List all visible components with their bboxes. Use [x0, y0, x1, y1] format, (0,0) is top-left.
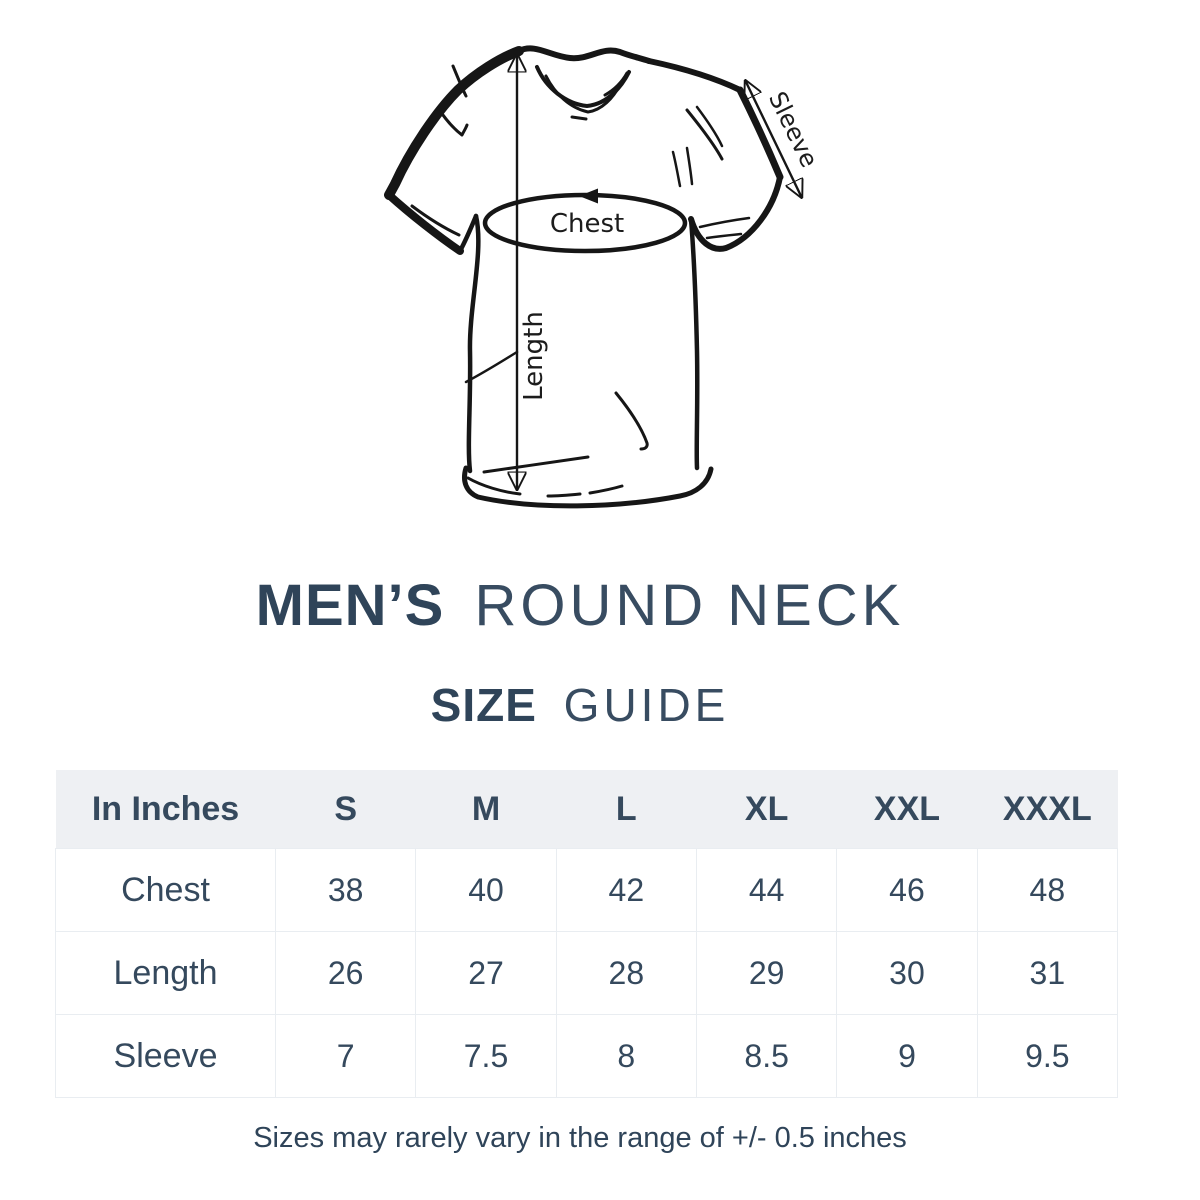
size-table-body: Chest 38 40 42 44 46 48 Length 26 27 28 …: [55, 848, 1119, 1098]
col-header-unit: In Inches: [55, 770, 276, 849]
row-label-length: Length: [55, 931, 276, 1015]
col-header-s: S: [275, 770, 416, 849]
tshirt-diagram: Length Chest Sleeve: [384, 45, 823, 509]
size-table: In Inches S M L XL XXL XXXL Chest 38 40 …: [55, 770, 1119, 1098]
size-cell: 7.5: [415, 1014, 557, 1098]
size-cell: 8: [555, 1014, 697, 1098]
page-subtitle: SIZE GUIDE: [55, 678, 1105, 732]
size-cell: 42: [555, 848, 697, 932]
size-cell: 30: [836, 931, 978, 1015]
size-cell: 46: [836, 848, 978, 932]
col-header-m: M: [415, 770, 557, 849]
size-cell: 9.5: [976, 1014, 1119, 1098]
size-cell: 9: [836, 1014, 978, 1098]
size-cell: 31: [976, 931, 1119, 1015]
size-cell: 38: [274, 848, 417, 932]
col-header-xxl: XXL: [836, 770, 978, 849]
col-header-xl: XL: [696, 770, 837, 849]
chest-measure: Chest: [482, 188, 688, 254]
title-bold: MEN’S: [255, 573, 445, 638]
tshirt-outline: [384, 45, 784, 509]
size-variance-note: Sizes may rarely vary in the range of +/…: [253, 1122, 907, 1154]
size-cell: 7: [274, 1014, 417, 1098]
row-label-sleeve: Sleeve: [55, 1014, 276, 1098]
sleeve-arrow: Sleeve: [746, 82, 823, 196]
table-row-length: Length 26 27 28 29 30 31: [55, 931, 1119, 1015]
title-light: ROUND NECK: [474, 573, 905, 638]
size-cell: 26: [274, 931, 417, 1015]
row-label-chest: Chest: [55, 848, 276, 932]
table-row-sleeve: Sleeve 7 7.5 8 8.5 9 9.5: [55, 1014, 1119, 1098]
size-cell: 8.5: [695, 1014, 838, 1098]
size-cell: 29: [695, 931, 838, 1015]
size-cell: 40: [415, 848, 557, 932]
subtitle-bold: SIZE: [430, 679, 537, 731]
size-cell: 48: [976, 848, 1119, 932]
page-title: MEN’S ROUND NECK: [55, 572, 1105, 639]
size-cell: 28: [555, 931, 697, 1015]
subtitle-light: GUIDE: [563, 679, 730, 731]
header-row: In Inches S M L XL XXL XXXL: [55, 770, 1118, 849]
chest-arrowhead: [579, 188, 598, 204]
size-table-header: In Inches S M L XL XXL XXXL: [55, 770, 1118, 849]
col-header-l: L: [556, 770, 697, 849]
size-cell: 27: [415, 931, 557, 1015]
size-cell: 44: [695, 848, 838, 932]
length-arrow: Length: [517, 56, 549, 488]
col-header-xxxl: XXXL: [977, 770, 1118, 849]
table-row-chest: Chest 38 40 42 44 46 48: [55, 848, 1119, 932]
length-label: Length: [519, 311, 549, 401]
chest-label: Chest: [550, 209, 624, 239]
